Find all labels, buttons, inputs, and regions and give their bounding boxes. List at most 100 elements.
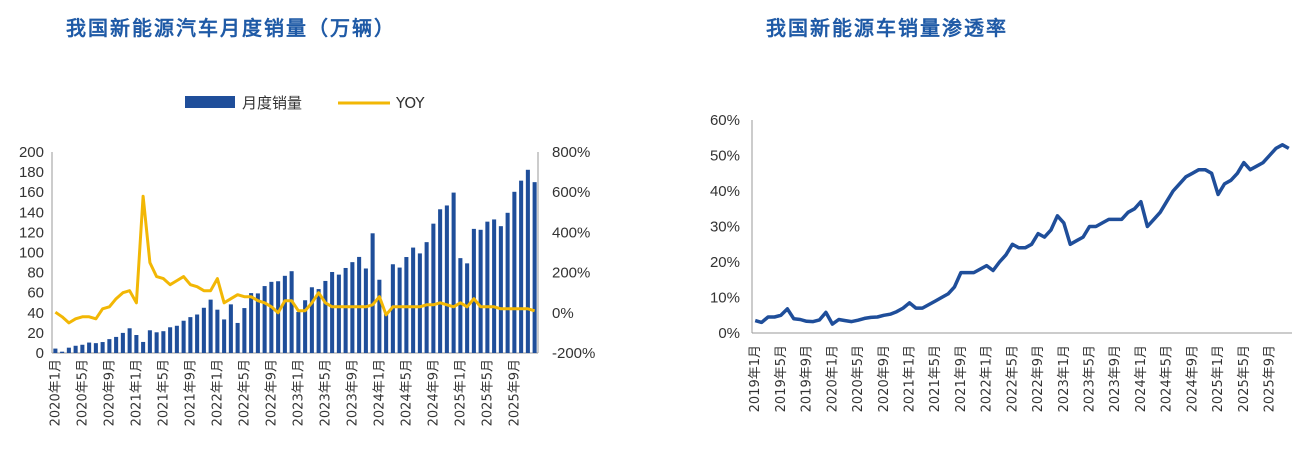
pen-x-tick-label: 2023年1月 <box>1057 345 1072 412</box>
left-y-tick-label: 100 <box>19 245 44 262</box>
x-tick-label: 2025年1月 <box>453 359 468 426</box>
left-y-tick-label: 40 <box>27 305 44 322</box>
x-tick-label: 2022年9月 <box>264 359 279 426</box>
sales-bar <box>195 314 200 353</box>
sales-bar <box>141 341 146 353</box>
sales-bar <box>316 289 321 353</box>
x-tick-label: 2021年1月 <box>129 359 144 426</box>
pen-y-tick-label: 10% <box>710 290 740 307</box>
yoy-line <box>54 194 536 325</box>
sales-bar <box>255 293 260 353</box>
sales-bar <box>222 319 227 353</box>
pen-y-tick-label: 50% <box>710 148 740 165</box>
sales-bar <box>228 304 233 353</box>
x-tick-label: 2024年1月 <box>372 359 387 426</box>
pen-y-tick-label: 60% <box>710 112 740 129</box>
legend-label-sales: 月度销量 <box>242 94 302 112</box>
pen-y-tick-label: 0% <box>718 325 740 342</box>
x-tick-label: 2020年5月 <box>75 359 90 426</box>
sales-bar <box>276 281 281 353</box>
sales-bar <box>80 344 85 353</box>
sales-bar <box>438 209 443 353</box>
sales-bar <box>357 256 362 353</box>
left-y-tick-label: 180 <box>19 164 44 181</box>
sales-bar <box>201 307 206 353</box>
sales-bar <box>411 247 416 353</box>
sales-bar <box>384 314 389 353</box>
sales-bar <box>424 242 429 353</box>
x-tick-label: 2025年5月 <box>480 359 495 426</box>
pen-x-tick-label: 2023年5月 <box>1083 345 1098 412</box>
sales-bar <box>53 348 58 353</box>
pen-x-tick-label: 2021年5月 <box>928 345 943 412</box>
x-tick-label: 2023年5月 <box>318 359 333 426</box>
penetration-chart-title: 我国新能源车销量渗透率 <box>766 16 1008 40</box>
sales-bar <box>249 293 254 353</box>
pen-x-tick-label: 2022年1月 <box>980 345 995 412</box>
x-tick-label: 2020年1月 <box>48 359 63 426</box>
pen-x-tick-label: 2021年1月 <box>903 345 918 412</box>
left-y-tick-label: 200 <box>19 144 44 161</box>
legend-label-yoy: YOY <box>395 94 425 112</box>
sales-bar <box>235 322 240 353</box>
sales-bar <box>66 347 71 353</box>
sales-bar <box>417 253 422 353</box>
pen-x-tick-label: 2021年9月 <box>954 345 969 412</box>
x-tick-label: 2025年9月 <box>507 359 522 426</box>
sales-bar <box>370 233 375 353</box>
sales-bar <box>215 309 220 353</box>
legend-swatch-sales <box>185 96 235 108</box>
sales-bar <box>444 205 449 353</box>
pen-x-tick-label: 2022年5月 <box>1005 345 1020 412</box>
sales-bar <box>377 279 382 353</box>
sales-bar <box>309 287 314 353</box>
sales-bar <box>492 219 497 353</box>
sales-bar <box>161 331 166 353</box>
sales-bar <box>471 228 476 353</box>
x-tick-label: 2023年1月 <box>291 359 306 426</box>
sales-bar <box>451 192 456 353</box>
sales-bar <box>478 229 483 353</box>
sales-bar <box>296 311 301 353</box>
sales-bar <box>431 223 436 353</box>
sales-bar <box>330 271 335 353</box>
sales-bar <box>181 320 186 353</box>
pen-x-tick-label: 2022年9月 <box>1031 345 1046 412</box>
sales-bar <box>458 258 463 353</box>
sales-bar <box>208 299 213 353</box>
x-tick-label: 2021年9月 <box>183 359 198 426</box>
right-y-tick-label: 0% <box>552 305 574 322</box>
sales-bar <box>282 275 287 353</box>
left-y-tick-label: 160 <box>19 184 44 201</box>
x-tick-label: 2020年9月 <box>102 359 117 426</box>
x-tick-label: 2021年5月 <box>156 359 171 426</box>
pen-x-tick-label: 2020年5月 <box>851 345 866 412</box>
pen-x-tick-label: 2025年1月 <box>1211 345 1226 412</box>
left-y-tick-label: 120 <box>19 224 44 241</box>
pen-x-tick-label: 2024年5月 <box>1160 345 1175 412</box>
pen-y-tick-label: 30% <box>710 219 740 236</box>
sales-bar <box>404 257 409 353</box>
sales-bar <box>363 268 368 353</box>
sales-bar <box>336 274 341 353</box>
penetration-line <box>754 143 1290 326</box>
left-y-tick-label: 140 <box>19 204 44 221</box>
sales-bar <box>174 325 179 353</box>
sales-bar <box>262 286 267 353</box>
sales-bar <box>269 281 274 353</box>
pen-x-tick-label: 2019年1月 <box>748 345 763 412</box>
pen-x-tick-label: 2020年9月 <box>877 345 892 412</box>
sales-bar <box>303 300 308 353</box>
pen-y-tick-label: 40% <box>710 183 740 200</box>
pen-x-tick-label: 2019年5月 <box>774 345 789 412</box>
sales-bar <box>134 335 139 353</box>
sales-bar <box>127 328 132 353</box>
pen-y-tick-label: 20% <box>710 254 740 271</box>
sales-bar <box>343 267 348 353</box>
sales-bar <box>323 280 328 353</box>
sales-bar <box>100 342 105 353</box>
sales-bar <box>93 343 98 353</box>
sales-bar <box>512 191 517 353</box>
sales-bar <box>505 212 510 353</box>
